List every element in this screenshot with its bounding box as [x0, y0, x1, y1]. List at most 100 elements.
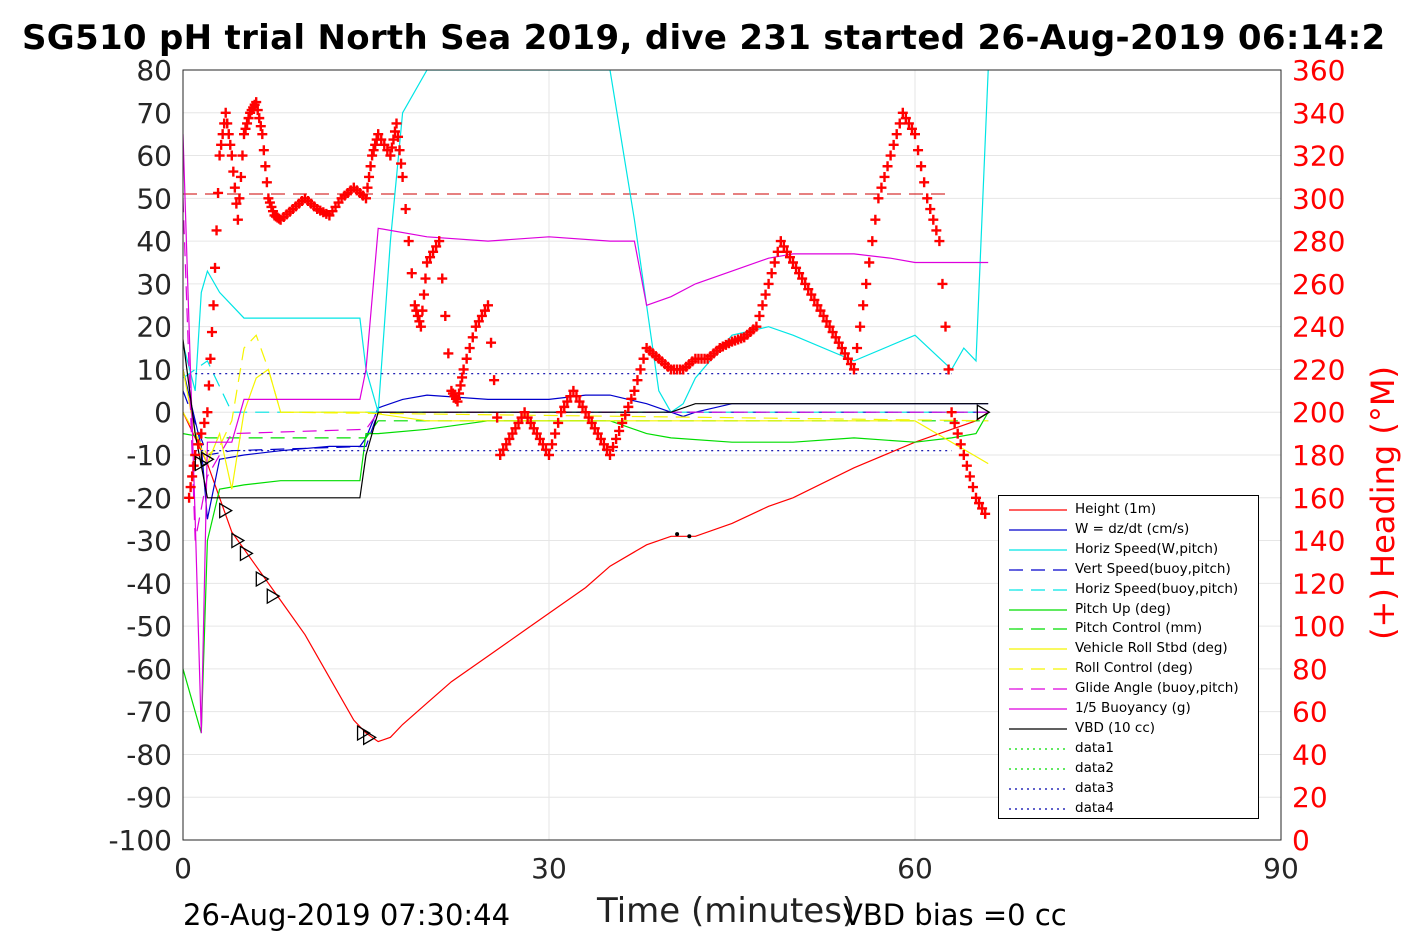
legend-swatch	[1009, 529, 1067, 531]
y2-tick-label: 220	[1292, 353, 1345, 386]
triangle-marker	[976, 404, 991, 421]
legend-label: Vert Speed(buoy,pitch)	[1075, 560, 1231, 577]
heading-marker	[205, 353, 216, 364]
legend-item: Glide Angle (buoy,pitch)	[999, 679, 1258, 699]
heading-marker	[210, 262, 221, 273]
heading-marker	[361, 193, 371, 204]
height-dot	[675, 532, 680, 537]
heading-marker	[461, 353, 472, 364]
heading-marker	[199, 417, 210, 428]
heading-marker	[498, 444, 509, 455]
y-tick-label: -50	[126, 610, 172, 643]
heading-marker	[919, 177, 930, 188]
heading-marker	[213, 187, 224, 198]
heading-marker	[486, 337, 497, 348]
heading-marker	[464, 343, 475, 354]
heading-marker	[203, 380, 214, 391]
heading-marker	[237, 150, 248, 161]
heading-marker	[365, 161, 376, 172]
heading-marker	[980, 508, 991, 519]
heading-marker	[852, 343, 863, 354]
heading-marker	[223, 129, 234, 140]
heading-marker	[952, 428, 963, 439]
y-tick-label: 0	[154, 396, 172, 429]
heading-marker	[370, 139, 381, 150]
heading-marker	[763, 278, 774, 289]
heading-marker	[400, 204, 411, 215]
heading-marker	[894, 118, 905, 129]
y-tick-label: -80	[126, 738, 172, 771]
heading-marker	[635, 364, 646, 375]
heading-marker	[589, 423, 600, 434]
heading-marker	[364, 171, 375, 182]
heading-marker	[376, 134, 387, 145]
y2-tick-label: 340	[1292, 97, 1345, 130]
y-tick-label: -20	[126, 482, 172, 515]
heading-marker	[476, 310, 487, 321]
heading-marker	[222, 118, 233, 129]
heading-marker	[458, 364, 469, 375]
legend-label: Glide Angle (buoy,pitch)	[1075, 680, 1239, 697]
y2-tick-label: 260	[1292, 268, 1345, 301]
y2-tick-label: 300	[1292, 182, 1345, 215]
heading-marker	[842, 353, 853, 364]
triangle-marker	[266, 588, 281, 605]
heading-marker	[454, 388, 465, 399]
heading-marker	[949, 417, 960, 428]
right-axis-label: (+) Heading (°M)	[1364, 366, 1402, 640]
y2-tick-label: 140	[1292, 525, 1345, 558]
heading-marker	[258, 145, 269, 156]
heading-marker	[397, 171, 408, 182]
y-tick-label: 80	[136, 54, 172, 87]
heading-marker	[751, 321, 762, 332]
heading-marker	[434, 236, 445, 247]
legend-label: data3	[1075, 779, 1114, 796]
legend-swatch	[1009, 807, 1067, 810]
heading-marker	[409, 300, 420, 311]
heading-marker	[232, 214, 243, 225]
heading-marker	[537, 439, 548, 450]
legend-label: data1	[1075, 739, 1114, 756]
legend-item: data2	[999, 759, 1258, 779]
y-tick-label: 60	[136, 140, 172, 173]
heading-marker	[824, 321, 835, 332]
heading-marker	[540, 444, 551, 455]
x-tick-label: 30	[531, 852, 567, 885]
y2-tick-label: 100	[1292, 610, 1345, 643]
heading-marker	[510, 423, 521, 434]
heading-marker	[967, 482, 978, 493]
legend-label: Pitch Up (deg)	[1075, 600, 1171, 617]
heading-marker	[368, 145, 379, 156]
heading-marker	[913, 145, 924, 156]
heading-marker	[577, 401, 588, 412]
heading-marker	[544, 450, 554, 460]
heading-marker	[255, 121, 266, 132]
legend-item: Horiz Speed(buoy,pitch)	[999, 580, 1258, 600]
heading-marker	[504, 433, 515, 444]
triangle-marker	[363, 729, 377, 746]
heading-marker	[781, 246, 792, 257]
heading-marker	[849, 364, 859, 375]
heading-marker	[583, 412, 594, 423]
heading-marker	[608, 441, 619, 452]
legend-swatch	[1009, 628, 1067, 630]
heading-marker	[425, 252, 436, 263]
heading-marker	[422, 257, 432, 268]
y-tick-label: 30	[136, 268, 172, 301]
heading-marker	[955, 439, 966, 450]
heading-marker	[595, 433, 606, 444]
legend-item: Pitch Control (mm)	[999, 619, 1258, 639]
heading-marker	[252, 105, 263, 116]
heading-marker	[858, 300, 869, 311]
heading-marker	[772, 246, 783, 257]
legend-item: Roll Control (deg)	[999, 659, 1258, 679]
legend-item: Vert Speed(buoy,pitch)	[999, 560, 1258, 580]
heading-marker	[184, 492, 195, 503]
legend-item: data1	[999, 739, 1258, 759]
legend-swatch	[1009, 608, 1067, 611]
heading-marker	[910, 129, 920, 140]
heading-marker	[958, 450, 969, 460]
heading-marker	[393, 131, 404, 142]
y2-tick-label: 120	[1292, 567, 1345, 600]
